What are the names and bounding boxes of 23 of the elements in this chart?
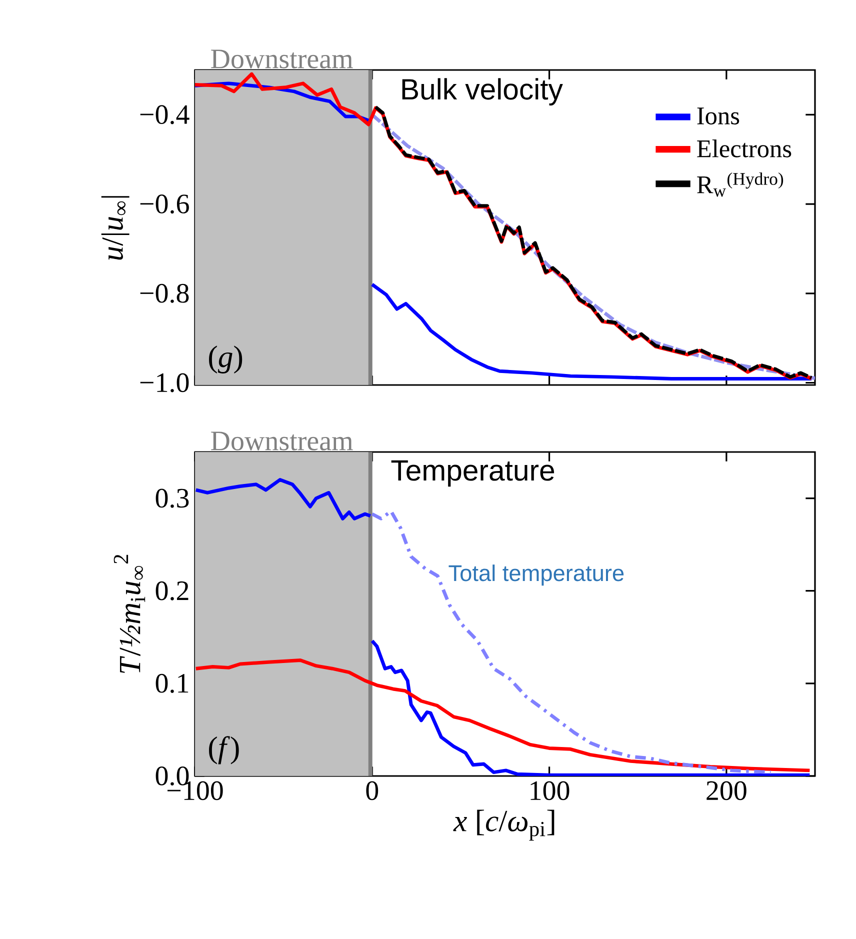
y-tick-label: 0.2 [156, 581, 188, 600]
y-tick-label: −0.4 [140, 105, 190, 124]
chart-title: Temperature [391, 460, 554, 487]
x-axis-title: x [c/ω$_{pi}$] [453, 810, 554, 841]
y-axis-title: T/½m$_{i}$u$_{∞}$2 [114, 554, 146, 673]
band-label: Downstream [211, 432, 353, 450]
y-tick-label: −0.6 [140, 194, 189, 214]
x-tick-label: 200 [706, 781, 746, 800]
y-tick-label: 0.1 [156, 674, 188, 693]
annotation: (g) [209, 346, 242, 374]
y-tick-label: 0.3 [156, 488, 189, 508]
band-label: Downstream [211, 50, 353, 68]
series-label: Total temperature [448, 564, 624, 586]
legend-label: R$_{w}$(Hydro) [697, 172, 784, 197]
y-tick-label: −1.0 [140, 373, 189, 392]
y-axis-title: u/|u$_{∞}$| [101, 196, 130, 260]
chart-title: Bulk velocity [402, 78, 563, 106]
legend-label: Electrons [697, 140, 792, 158]
legend-label: Ions [697, 108, 740, 124]
x-tick-label: 0 [366, 781, 378, 800]
annotation: (f) [209, 736, 239, 764]
y-tick-label: −0.8 [140, 284, 189, 303]
x-tick-label: 100 [530, 781, 570, 800]
